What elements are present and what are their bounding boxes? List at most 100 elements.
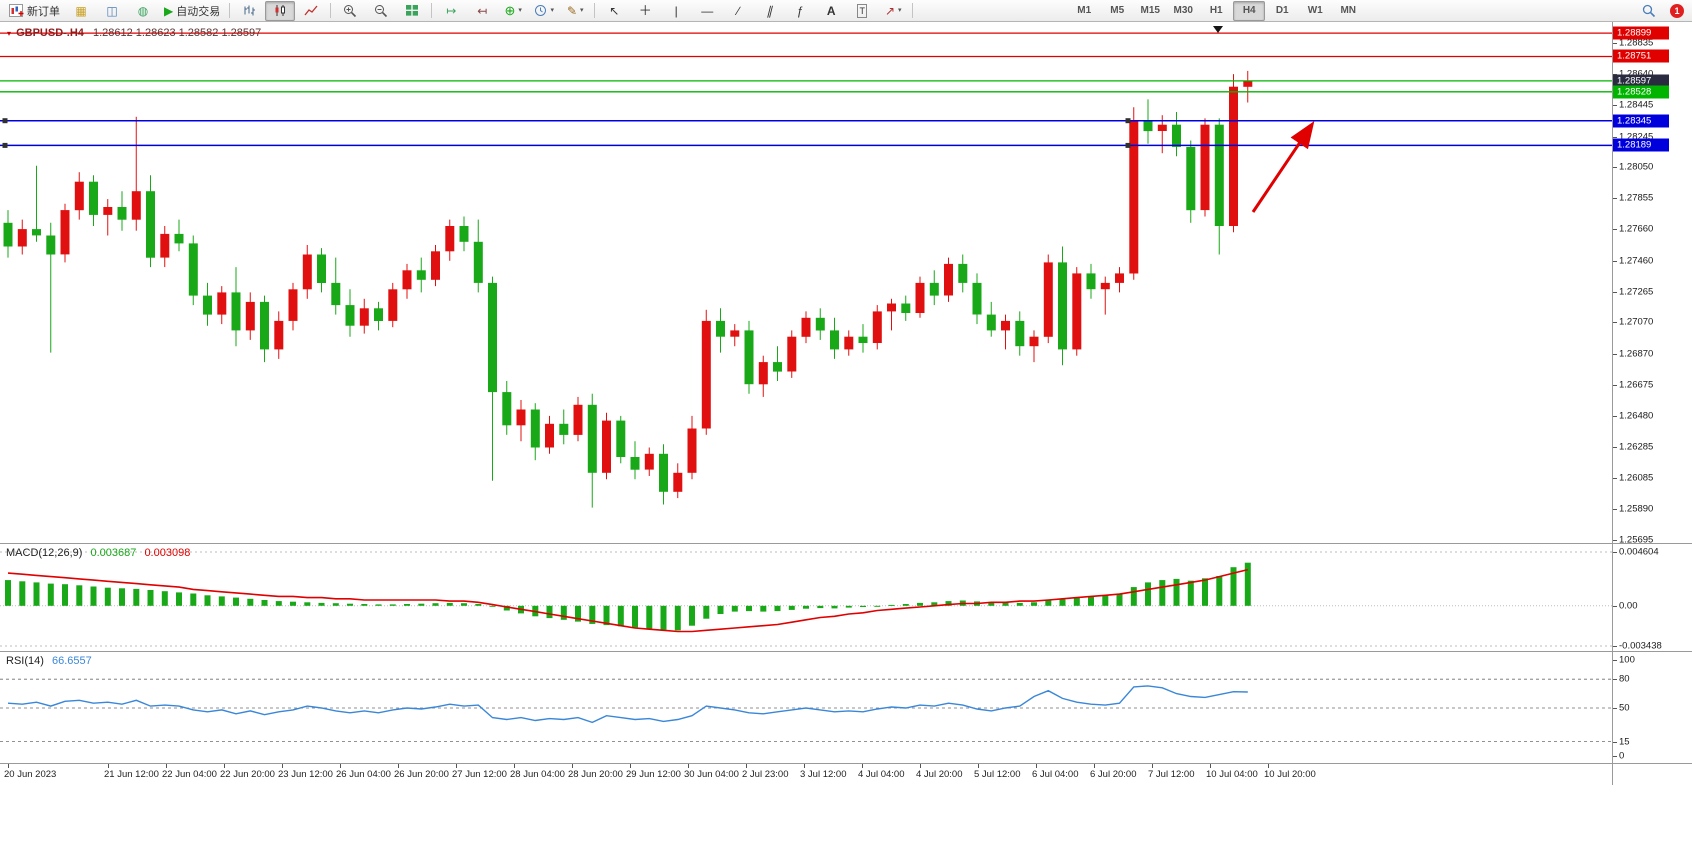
- profiles-icon-button[interactable]: ◫: [97, 1, 127, 21]
- new-order-button[interactable]: 新订单: [4, 1, 65, 21]
- candle-body: [388, 289, 398, 321]
- line-anchor-handle[interactable]: [1125, 118, 1131, 124]
- time-axis[interactable]: 20 Jun 2023 21 Jun 12:00 22 Jun 04:00 22 Ju…: [0, 763, 1692, 785]
- bar-chart-button[interactable]: [234, 1, 264, 21]
- rsi-axis-tick: [1612, 660, 1617, 661]
- candle-body: [103, 207, 113, 215]
- text-tool-button[interactable]: A: [816, 1, 846, 21]
- timeframe-w1-button[interactable]: W1: [1307, 5, 1323, 16]
- macd-histogram-bar: [104, 587, 111, 606]
- candle-body: [217, 292, 227, 315]
- cursor-icon: ↖: [609, 3, 620, 18]
- macd-axis-label: 0.00: [1619, 600, 1638, 612]
- templates-icon: ✎: [566, 3, 577, 18]
- timeframe-h4-button[interactable]: H4: [1233, 0, 1266, 21]
- trendline-tool-button[interactable]: ∕: [723, 1, 753, 21]
- line-anchor-handle[interactable]: [2, 142, 8, 148]
- macd-histogram-bar: [1230, 567, 1237, 606]
- macd-histogram-bar: [375, 604, 382, 606]
- charts-icon-button[interactable]: ▦: [66, 1, 96, 21]
- timeframe-h1-button[interactable]: H1: [1209, 5, 1223, 16]
- market-icon-button[interactable]: ◍: [128, 1, 158, 21]
- macd-histogram-bar: [1130, 587, 1137, 606]
- macd-histogram-bar: [831, 605, 838, 609]
- candle-body: [701, 320, 711, 429]
- search-button[interactable]: [1634, 1, 1664, 21]
- timeframe-m30-button[interactable]: M30: [1173, 5, 1193, 16]
- macd-histogram-bar: [1244, 562, 1251, 606]
- charts-icon: ▦: [75, 3, 87, 18]
- timeframe-m5-button[interactable]: M5: [1110, 5, 1125, 16]
- rsi-axis-label: 100: [1619, 654, 1635, 666]
- line-chart-button[interactable]: [296, 1, 326, 21]
- candle-body: [687, 428, 697, 473]
- macd-histogram-bar: [489, 605, 496, 607]
- auto-scroll-button[interactable]: ↦: [436, 1, 466, 21]
- price-axis-tick: [1612, 104, 1617, 106]
- macd-histogram-bar: [247, 598, 254, 606]
- macd-axis-tick: [1612, 552, 1617, 553]
- main-chart-panel[interactable]: ▾ GBPUSD-.H4 1.28612 1.28623 1.28582 1.2…: [0, 22, 1692, 546]
- zoom-out-button[interactable]: [366, 1, 396, 21]
- time-label: 6 Jul 04:00: [1032, 769, 1079, 780]
- macd-panel[interactable]: MACD(12,26,9) 0.003687 0.003098 0.004604…: [0, 543, 1692, 652]
- candlestick-chart-button[interactable]: [265, 0, 296, 21]
- arrows-tool-button[interactable]: ↗ ▾: [878, 1, 908, 21]
- line-anchor-handle[interactable]: [1125, 142, 1131, 148]
- candle-body: [445, 226, 455, 252]
- timeframe-d1-button[interactable]: D1: [1275, 5, 1289, 16]
- candle-body: [1001, 320, 1010, 331]
- candle-body: [288, 289, 298, 321]
- periods-button[interactable]: ▾: [529, 1, 559, 21]
- time-label: 6 Jul 20:00: [1090, 769, 1137, 780]
- price-tick-label: 1.26085: [1619, 472, 1654, 484]
- price-axis-tick: [1612, 43, 1617, 45]
- macd-histogram-bar: [803, 605, 809, 609]
- time-axis-tick: [746, 764, 747, 768]
- time-axis-tick: [630, 764, 631, 768]
- notification-badge[interactable]: 1: [1670, 3, 1684, 18]
- channel-tool-button[interactable]: ∥: [754, 1, 784, 21]
- timeframe-m15-button[interactable]: M15: [1140, 5, 1160, 16]
- chart-shift-button[interactable]: ↤: [467, 1, 497, 21]
- rsi-chart-canvas[interactable]: [0, 652, 1692, 763]
- candle-body: [773, 362, 782, 372]
- timeframe-mn-button[interactable]: MN: [1340, 5, 1357, 16]
- vertical-line-tool-button[interactable]: |: [661, 1, 691, 21]
- candle-body: [730, 330, 740, 337]
- macd-histogram-bar: [418, 603, 425, 606]
- chart-menu-icon[interactable]: ▾: [7, 29, 12, 38]
- time-axis-tick: [1036, 764, 1037, 768]
- candlestick-chart-canvas[interactable]: [0, 22, 1692, 543]
- macd-histogram-bar: [931, 602, 938, 606]
- line-anchor-handle[interactable]: [2, 118, 8, 124]
- price-axis-tick: [1612, 509, 1617, 511]
- rsi-panel[interactable]: RSI(14) 66.6557 100 80 50 15 0: [0, 651, 1692, 763]
- macd-histogram-bar: [133, 588, 140, 606]
- indicators-button[interactable]: ⊕ ▾: [498, 1, 528, 21]
- red-arrow-annotation[interactable]: [1251, 121, 1315, 213]
- timeframe-m1-button[interactable]: M1: [1077, 5, 1092, 16]
- fibonacci-tool-button[interactable]: ƒ: [785, 1, 815, 21]
- horizontal-line-tool-button[interactable]: —: [692, 1, 722, 21]
- candle-body: [644, 453, 654, 470]
- zoom-in-button[interactable]: [335, 1, 365, 21]
- candle-body: [117, 207, 127, 220]
- macd-chart-canvas[interactable]: [0, 544, 1692, 651]
- macd-histogram-bar: [176, 592, 182, 606]
- templates-button[interactable]: ✎ ▾: [560, 1, 590, 21]
- autotrading-button[interactable]: ▶ 自动交易: [159, 1, 225, 21]
- time-label: 10 Jul 20:00: [1264, 769, 1316, 780]
- price-tick-label: 1.28445: [1619, 99, 1654, 111]
- candle-body: [830, 330, 839, 350]
- crosshair-tool-button[interactable]: ＋: [630, 1, 660, 21]
- macd-histogram-bar: [746, 605, 752, 612]
- auto-scroll-icon: ↦: [446, 3, 457, 18]
- macd-histogram-bar: [646, 605, 653, 629]
- label-tool-button[interactable]: T: [847, 1, 877, 21]
- cursor-tool-button[interactable]: ↖: [599, 1, 629, 21]
- toolbar-spacer: [917, 10, 1067, 11]
- tile-windows-button[interactable]: [397, 1, 427, 21]
- candle-body: [573, 404, 583, 435]
- time-axis-tick: [572, 764, 573, 768]
